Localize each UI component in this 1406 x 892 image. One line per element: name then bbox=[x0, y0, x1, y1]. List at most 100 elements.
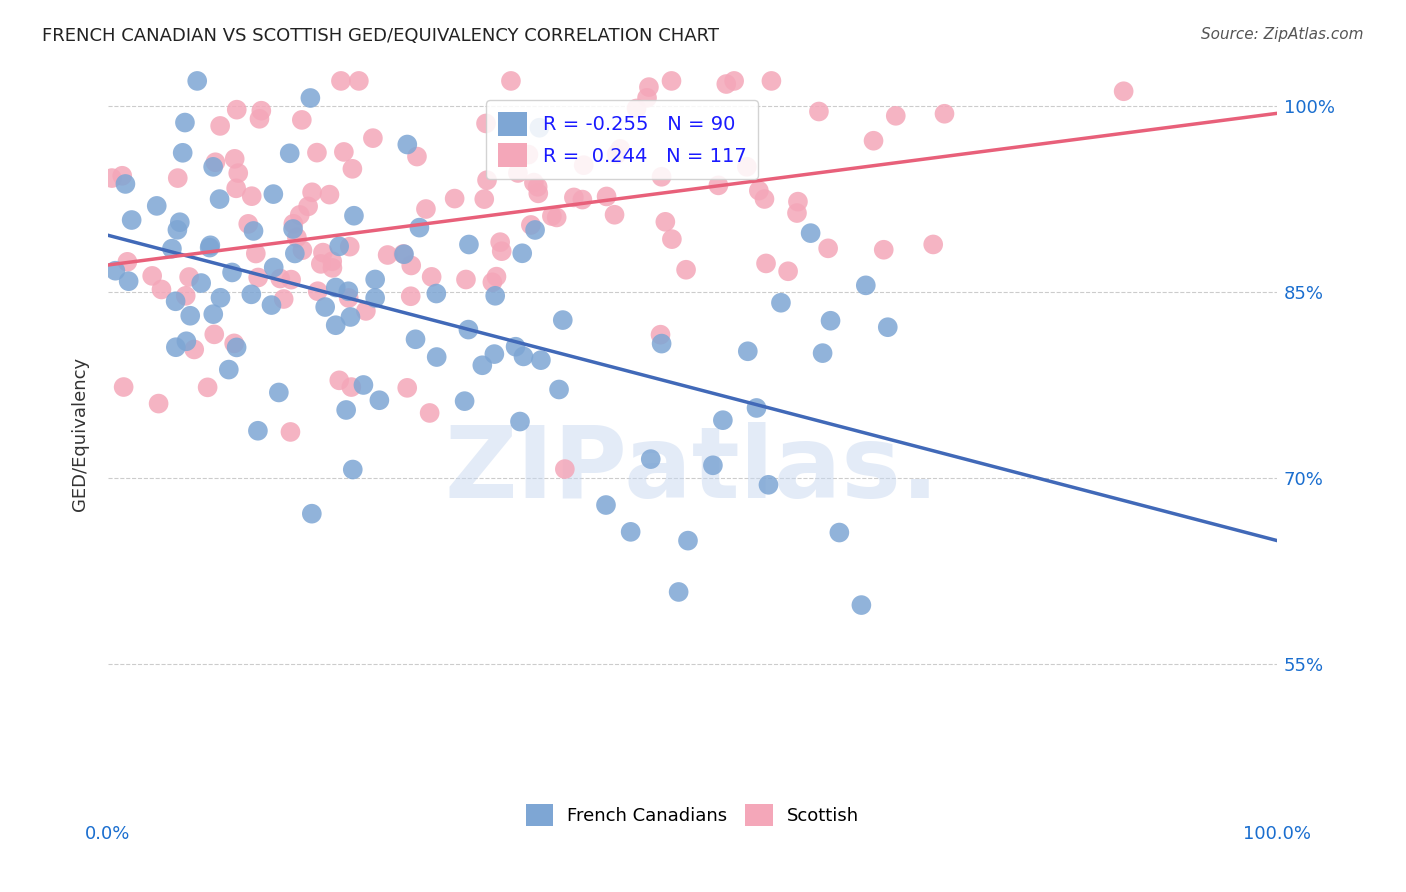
Point bbox=[855, 278, 877, 293]
Point bbox=[246, 424, 269, 438]
Point bbox=[554, 462, 576, 476]
Point bbox=[337, 291, 360, 305]
Point bbox=[368, 393, 391, 408]
Point bbox=[202, 307, 225, 321]
Point bbox=[408, 220, 430, 235]
Point bbox=[668, 585, 690, 599]
Point bbox=[166, 171, 188, 186]
Point bbox=[179, 270, 201, 285]
Point bbox=[121, 213, 143, 227]
Point bbox=[202, 160, 225, 174]
Point bbox=[141, 268, 163, 283]
Point bbox=[475, 173, 498, 187]
Point bbox=[748, 184, 770, 198]
Point bbox=[278, 146, 301, 161]
Point bbox=[262, 187, 284, 202]
Point bbox=[737, 344, 759, 359]
Point bbox=[291, 112, 314, 127]
Point bbox=[343, 209, 366, 223]
Point bbox=[651, 336, 673, 351]
Point bbox=[174, 289, 197, 303]
Point bbox=[399, 259, 422, 273]
Point bbox=[787, 194, 810, 209]
Point bbox=[209, 291, 232, 305]
Point bbox=[527, 186, 550, 201]
Point bbox=[325, 280, 347, 294]
Point bbox=[551, 313, 574, 327]
Point bbox=[638, 80, 661, 95]
Point bbox=[723, 74, 745, 88]
Point bbox=[347, 74, 370, 88]
Point bbox=[520, 218, 543, 232]
Point bbox=[716, 77, 738, 91]
Point bbox=[651, 169, 673, 184]
Point bbox=[309, 257, 332, 271]
Point bbox=[735, 160, 758, 174]
Point bbox=[297, 199, 319, 213]
Point bbox=[328, 239, 350, 253]
Point bbox=[471, 358, 494, 372]
Point bbox=[761, 74, 783, 88]
Point bbox=[112, 380, 135, 394]
Point bbox=[778, 264, 800, 278]
Point bbox=[198, 241, 221, 255]
Point bbox=[165, 294, 187, 309]
Point bbox=[284, 246, 307, 260]
Point bbox=[224, 336, 246, 351]
Point bbox=[225, 103, 247, 117]
Point bbox=[283, 217, 305, 231]
Point bbox=[117, 255, 139, 269]
Point bbox=[572, 158, 595, 172]
Point bbox=[876, 320, 898, 334]
Point bbox=[415, 202, 437, 216]
Point bbox=[148, 396, 170, 410]
Point bbox=[454, 272, 477, 286]
Point bbox=[758, 477, 780, 491]
Point bbox=[392, 247, 415, 261]
Point bbox=[301, 186, 323, 200]
Point bbox=[650, 327, 672, 342]
Point bbox=[884, 109, 907, 123]
Point bbox=[117, 274, 139, 288]
Point bbox=[484, 347, 506, 361]
Point bbox=[510, 246, 533, 260]
Point bbox=[499, 74, 522, 88]
Point bbox=[396, 381, 419, 395]
Point bbox=[595, 498, 617, 512]
Point bbox=[654, 215, 676, 229]
Point bbox=[342, 161, 364, 176]
Point bbox=[325, 318, 347, 333]
Point bbox=[179, 309, 201, 323]
Point bbox=[333, 145, 356, 159]
Point bbox=[150, 283, 173, 297]
Point bbox=[183, 343, 205, 357]
Point bbox=[745, 401, 768, 415]
Point bbox=[291, 243, 314, 257]
Point bbox=[218, 362, 240, 376]
Point bbox=[200, 238, 222, 252]
Point bbox=[160, 242, 183, 256]
Point bbox=[209, 119, 232, 133]
Point bbox=[453, 394, 475, 409]
Point bbox=[312, 245, 335, 260]
Point bbox=[769, 295, 792, 310]
Point bbox=[661, 232, 683, 246]
Point bbox=[299, 91, 322, 105]
Point bbox=[485, 269, 508, 284]
Point bbox=[754, 192, 776, 206]
Point bbox=[640, 452, 662, 467]
Point bbox=[524, 223, 547, 237]
Point bbox=[786, 206, 808, 220]
Point bbox=[800, 226, 823, 240]
Point bbox=[145, 199, 167, 213]
Point bbox=[208, 192, 231, 206]
Point bbox=[165, 340, 187, 354]
Point bbox=[342, 462, 364, 476]
Point bbox=[314, 300, 336, 314]
Legend: French Canadians, Scottish: French Canadians, Scottish bbox=[516, 795, 868, 835]
Point bbox=[661, 74, 683, 88]
Point bbox=[174, 115, 197, 129]
Point bbox=[225, 340, 247, 354]
Point bbox=[399, 289, 422, 303]
Point bbox=[328, 373, 350, 387]
